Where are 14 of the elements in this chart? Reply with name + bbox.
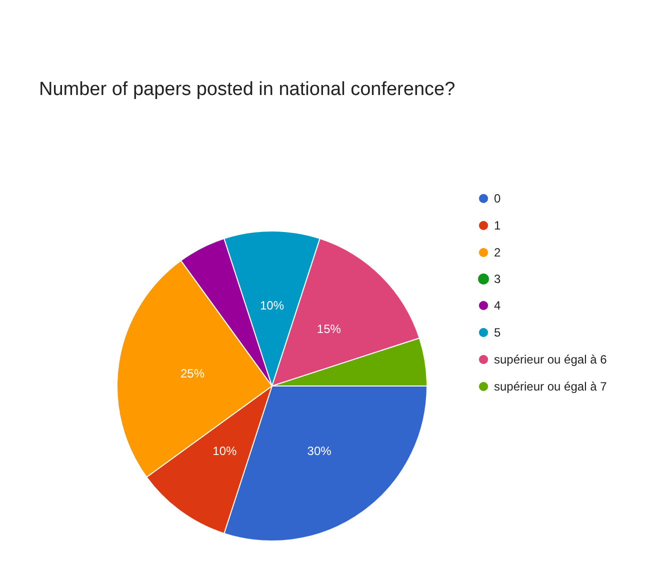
legend-label: supérieur ou égal à 7 (494, 380, 608, 394)
data-label: 30% (307, 444, 332, 458)
chart-title: Number of papers posted in national conference? (39, 79, 456, 100)
legend-label: 0 (494, 192, 501, 206)
legend-label: 5 (494, 326, 501, 340)
legend-label: 4 (494, 298, 501, 312)
data-label: 10% (260, 298, 284, 312)
data-label: 10% (212, 444, 238, 458)
legend-label: supérieur ou égal à 6 (494, 352, 608, 366)
data-label: 25% (180, 366, 205, 380)
legend-label: 3 (494, 272, 501, 286)
data-label: 15% (316, 322, 342, 336)
legend-label: 1 (494, 218, 501, 232)
legend-label: 2 (494, 246, 501, 260)
